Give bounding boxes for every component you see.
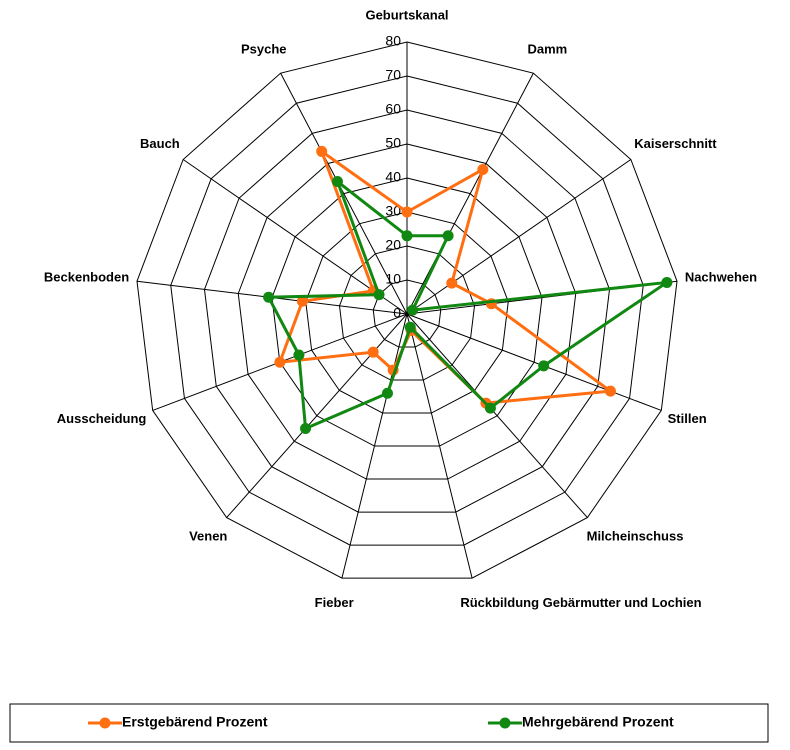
data-point — [367, 346, 379, 358]
legend-label: Mehrgebärend Prozent — [522, 714, 674, 730]
grid-ring — [271, 177, 543, 447]
grid-ring — [136, 41, 678, 579]
r-tick-label: 20 — [385, 237, 401, 253]
legend-marker — [499, 717, 511, 729]
data-point — [316, 145, 328, 157]
legend-box — [9, 703, 769, 743]
data-point — [484, 402, 496, 414]
category-label: Venen — [189, 528, 227, 543]
category-label: Psyche — [241, 42, 287, 57]
category-label: Beckenboden — [44, 270, 129, 285]
r-tick-label: 80 — [385, 33, 401, 49]
category-label: Fieber — [315, 595, 354, 610]
grid-ring — [338, 245, 476, 381]
r-tick-label: 40 — [385, 169, 401, 185]
data-point — [446, 277, 458, 289]
data-point — [661, 276, 673, 288]
data-point — [331, 176, 343, 188]
legend-label: Erstgebärend Prozent — [122, 714, 268, 730]
category-label: Bauch — [140, 136, 180, 151]
spoke — [406, 159, 632, 315]
spoke — [406, 313, 588, 518]
category-label: Damm — [527, 42, 567, 57]
spoke — [226, 313, 408, 518]
legend-marker — [99, 717, 111, 729]
grid-ring — [170, 75, 644, 546]
grid-ring — [203, 109, 611, 513]
data-point — [401, 206, 413, 218]
data-point — [401, 230, 413, 242]
data-point — [404, 321, 416, 333]
data-point — [373, 289, 385, 301]
series-line — [266, 177, 668, 431]
spoke — [280, 72, 408, 315]
data-point — [538, 360, 550, 372]
data-point — [274, 356, 286, 368]
data-point — [407, 304, 419, 316]
r-tick-label: 50 — [385, 135, 401, 151]
category-label: Stillen — [668, 411, 707, 426]
category-label: Ausscheidung — [57, 411, 147, 426]
data-point — [381, 387, 393, 399]
grid-ring — [305, 211, 509, 414]
r-tick-label: 60 — [385, 101, 401, 117]
data-point — [442, 230, 454, 242]
data-point — [300, 423, 312, 435]
series-line — [277, 147, 615, 405]
data-point — [296, 295, 308, 307]
data-point — [604, 385, 616, 397]
spoke — [406, 313, 662, 411]
grid-ring — [237, 143, 577, 480]
spoke — [406, 313, 473, 579]
category-label: Kaiserschnitt — [634, 136, 717, 151]
category-label: Milcheinschuss — [587, 528, 684, 543]
category-label: Nachwehen — [685, 270, 757, 285]
category-label: Geburtskanal — [365, 7, 448, 22]
category-label: Rückbildung Gebärmutter und Lochien — [460, 595, 701, 610]
r-tick-label: 10 — [385, 271, 401, 287]
r-tick-label: 70 — [385, 67, 401, 83]
data-point — [293, 349, 305, 361]
r-tick-label: 0 — [393, 305, 401, 321]
data-point — [477, 163, 489, 175]
spoke — [341, 313, 408, 579]
data-point — [263, 291, 275, 303]
spoke — [406, 72, 534, 315]
